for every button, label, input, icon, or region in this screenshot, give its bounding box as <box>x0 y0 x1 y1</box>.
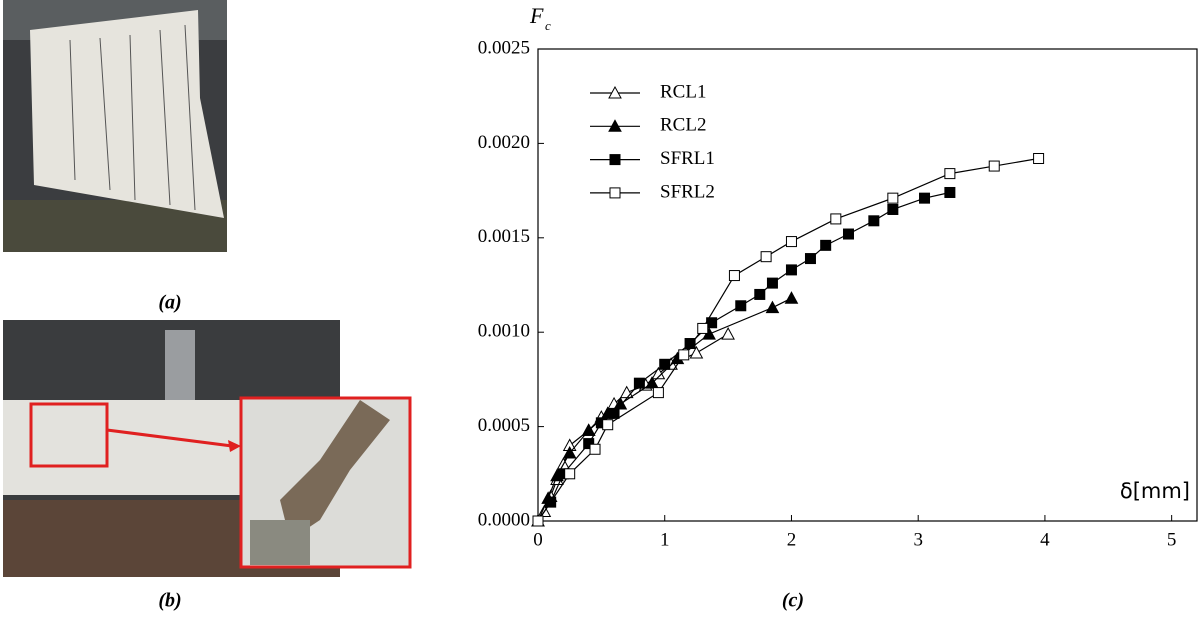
data-point <box>581 423 596 436</box>
y-tick-label: 0.0000 <box>478 509 530 530</box>
x-tick-label: 1 <box>660 529 670 550</box>
data-point <box>804 253 816 265</box>
data-point <box>564 468 576 480</box>
x-tick-label: 0 <box>533 529 543 550</box>
caption: (a) <box>158 292 181 314</box>
legend-label: SFRL2 <box>660 181 715 202</box>
data-point <box>785 264 797 276</box>
data-point <box>651 366 666 380</box>
x-tick-label: 4 <box>1040 529 1050 550</box>
series-line <box>537 333 729 522</box>
data-point <box>532 515 544 527</box>
data-point <box>633 377 645 389</box>
data-point <box>944 186 956 198</box>
legend-label: RCL2 <box>660 115 706 136</box>
legend-marker <box>608 85 622 99</box>
data-point <box>766 277 778 289</box>
y-axis-label: F <box>529 3 544 28</box>
data-point <box>562 445 577 459</box>
data-point <box>602 419 614 431</box>
x-tick-label: 3 <box>913 529 923 550</box>
data-point <box>1033 153 1045 165</box>
x-axis-label: δ[mm] <box>1120 479 1190 503</box>
data-point <box>765 300 780 314</box>
data-point <box>868 215 880 227</box>
data-point <box>919 192 931 204</box>
data-point <box>754 288 766 300</box>
legend-marker <box>609 187 621 199</box>
data-point <box>659 358 671 370</box>
photo-b <box>3 320 412 577</box>
data-point <box>887 192 899 204</box>
data-point <box>689 345 704 359</box>
y-tick-label: 0.0020 <box>478 132 530 153</box>
data-point <box>684 338 696 350</box>
data-point <box>697 322 709 334</box>
data-point <box>735 300 747 312</box>
data-point <box>830 213 842 225</box>
caption: (c) <box>782 590 804 612</box>
series-line <box>537 157 1039 522</box>
data-point <box>613 396 628 410</box>
data-point <box>728 270 740 282</box>
data-point <box>785 236 797 248</box>
legend-marker <box>608 119 622 132</box>
data-point <box>608 407 620 419</box>
data-point <box>619 385 634 399</box>
y-tick-label: 0.0015 <box>478 226 530 247</box>
series-line <box>537 191 951 522</box>
data-point <box>678 349 690 361</box>
photo-a <box>3 0 227 252</box>
data-point <box>988 160 1000 172</box>
y-tick-label: 0.0025 <box>478 37 530 58</box>
series-line <box>537 297 792 522</box>
y-tick-label: 0.0005 <box>478 415 530 436</box>
data-point <box>842 228 854 240</box>
data-point <box>583 438 595 450</box>
legend-marker <box>609 154 621 166</box>
x-tick-label: 2 <box>787 529 797 550</box>
data-point <box>589 443 601 455</box>
data-point <box>721 327 735 340</box>
data-point <box>760 251 772 263</box>
data-point <box>887 203 899 215</box>
x-tick-label: 5 <box>1167 529 1177 550</box>
legend-label: SFRL1 <box>660 148 715 169</box>
plot-frame <box>537 48 1198 522</box>
legend-label: RCL1 <box>660 81 706 102</box>
y-axis-label-sub: c <box>545 18 551 33</box>
caption: (b) <box>158 590 181 612</box>
data-point <box>645 376 659 389</box>
data-point <box>820 239 832 251</box>
data-point <box>652 387 664 399</box>
data-point <box>944 168 956 180</box>
data-point <box>784 291 799 304</box>
y-tick-label: 0.0010 <box>478 321 530 342</box>
